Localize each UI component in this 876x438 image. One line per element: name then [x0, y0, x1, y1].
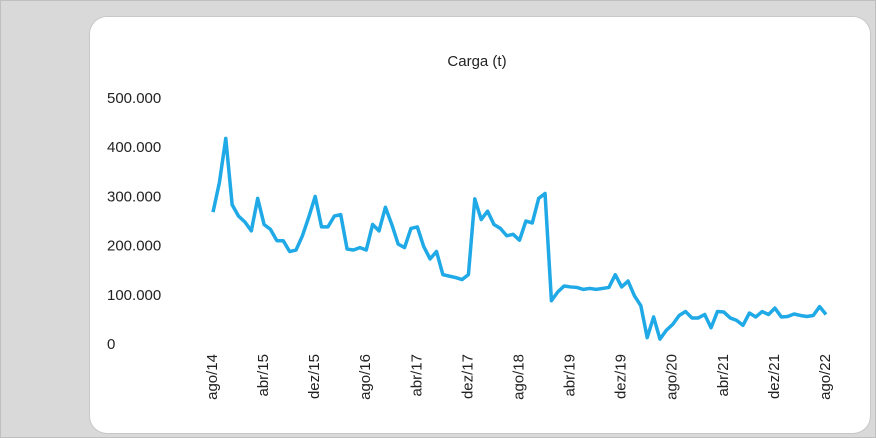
x-tick-label: ago/14	[204, 354, 221, 400]
y-tick-label: 100.000	[107, 287, 161, 304]
chart-title: Carga (t)	[447, 53, 506, 70]
y-tick-label: 200.000	[107, 238, 161, 255]
x-tick-label: ago/16	[357, 354, 374, 400]
x-tick-label: dez/19	[613, 354, 630, 399]
x-tick-label: dez/17	[459, 354, 476, 399]
x-tick-label: abr/19	[562, 354, 579, 397]
x-tick-label: abr/17	[408, 354, 425, 397]
y-tick-label: 500.000	[107, 90, 161, 107]
x-tick-label: abr/21	[715, 354, 732, 397]
x-tick-label: dez/15	[306, 354, 323, 399]
x-tick-label: ago/18	[510, 354, 527, 400]
x-tick-label: ago/22	[817, 354, 834, 400]
chart-card	[89, 16, 871, 434]
data-line	[211, 136, 828, 341]
y-tick-label: 300.000	[107, 188, 161, 205]
y-tick-label: 0	[107, 336, 115, 353]
x-tick-label: ago/20	[664, 354, 681, 400]
x-tick-label: dez/21	[766, 354, 783, 399]
x-tick-label: abr/15	[255, 354, 272, 397]
y-tick-label: 400.000	[107, 139, 161, 156]
